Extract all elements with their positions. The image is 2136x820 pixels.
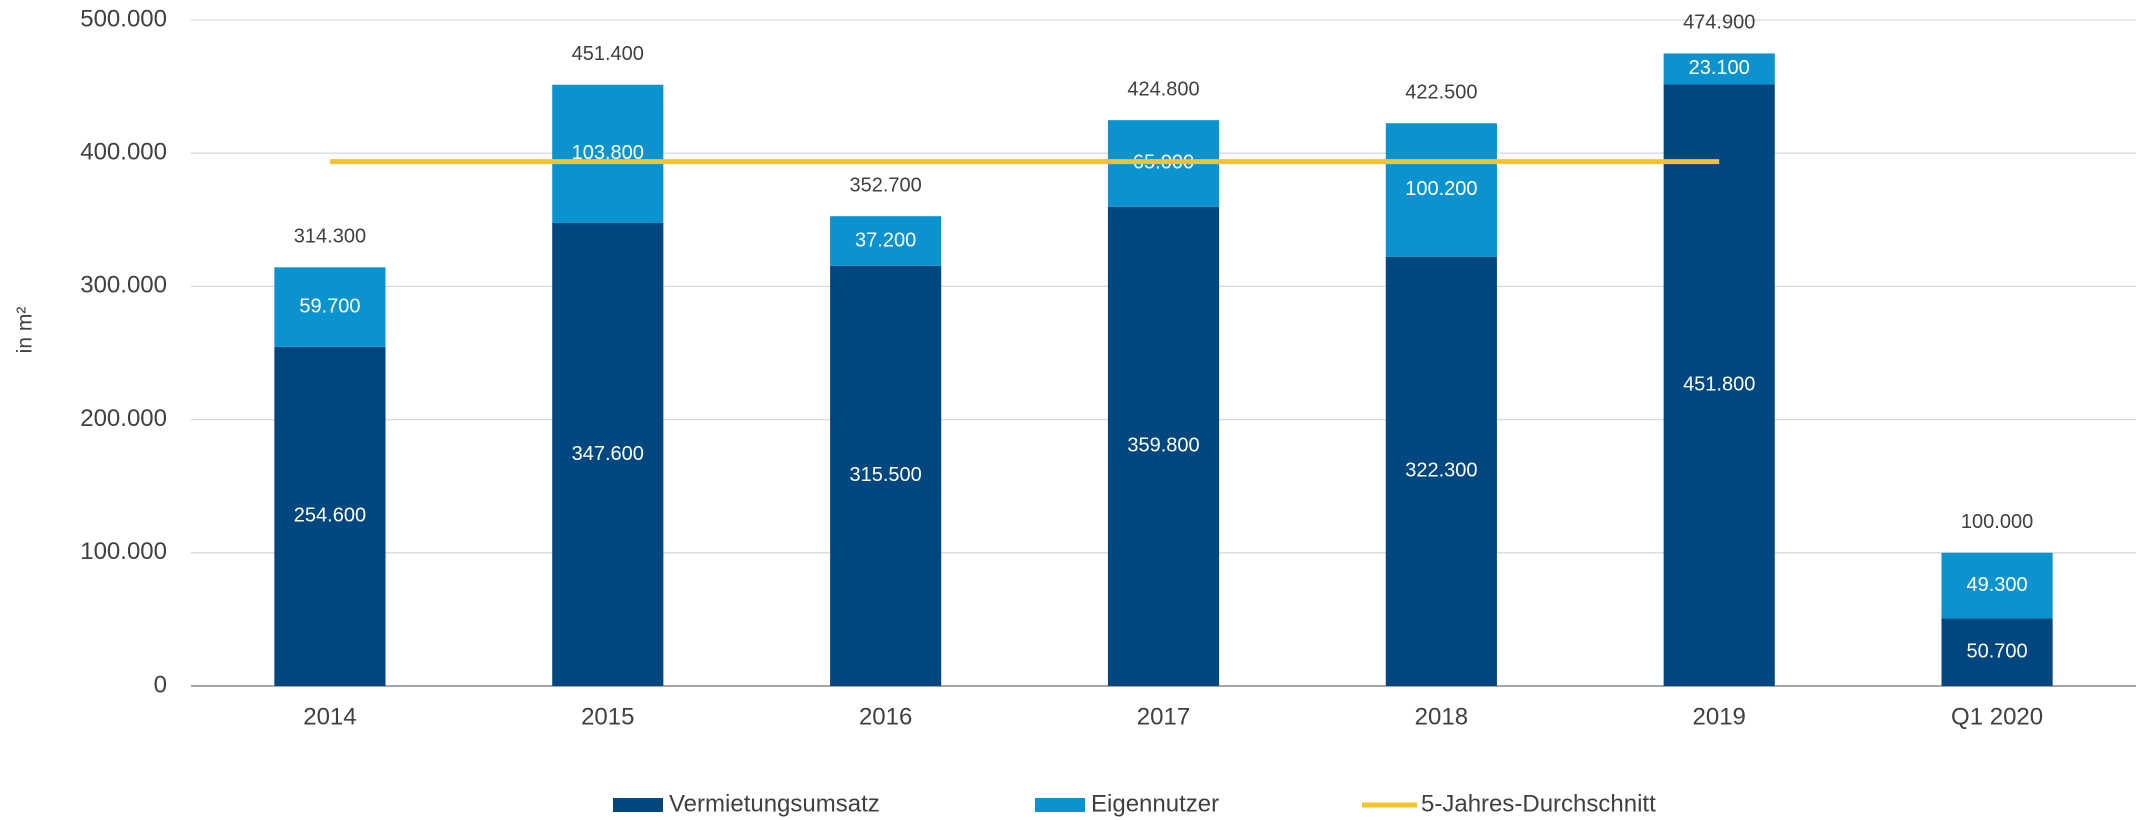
y-axis-label: in m²: [14, 307, 37, 354]
bar-segment: [1385, 123, 1497, 257]
bar-segment: [274, 346, 386, 686]
total-label: 474.900: [1683, 12, 1755, 34]
bar-segment: [1663, 84, 1775, 687]
bar-segment: [1385, 256, 1497, 686]
bar-segment: [1941, 618, 2053, 686]
data-label: 59.700: [299, 295, 360, 317]
x-tick-label: Q1 2020: [1951, 703, 2043, 730]
legend-label: Vermietungsumsatz: [669, 790, 880, 817]
y-tick-label: 200.000: [80, 405, 167, 432]
data-label: 359.800: [1127, 435, 1199, 457]
data-label: 50.700: [1966, 641, 2027, 663]
bar-segment: [274, 267, 386, 347]
y-tick-label: 500.000: [80, 5, 167, 32]
data-label: 49.300: [1966, 574, 2027, 596]
total-label: 314.300: [294, 226, 366, 248]
x-tick-label: 2019: [1693, 703, 1746, 730]
data-label: 451.800: [1683, 373, 1755, 395]
legend-label: Eigennutzer: [1091, 790, 1219, 817]
bar-segment: [830, 216, 942, 266]
bar-segment: [830, 265, 942, 686]
total-label: 100.000: [1961, 511, 2033, 533]
x-tick-label: 2018: [1415, 703, 1468, 730]
legend-label: 5-Jahres-Durchschnitt: [1421, 790, 1656, 817]
data-label: 37.200: [855, 229, 916, 251]
total-label: 352.700: [849, 174, 921, 196]
x-tick-label: 2015: [581, 703, 634, 730]
y-tick-label: 400.000: [80, 139, 167, 166]
data-label: 347.600: [572, 443, 644, 465]
x-tick-label: 2014: [303, 703, 356, 730]
y-tick-label: 300.000: [80, 272, 167, 299]
bar-segment: [552, 84, 664, 223]
x-tick-label: 2017: [1137, 703, 1190, 730]
y-tick-label: 0: [154, 671, 167, 698]
legend-swatch: [1035, 798, 1085, 812]
total-label: 424.800: [1127, 78, 1199, 100]
data-label: 315.500: [849, 464, 921, 486]
total-label: 451.400: [572, 43, 644, 65]
total-label: 422.500: [1405, 82, 1477, 104]
bar-segment: [1941, 552, 2053, 619]
bar-segment: [1107, 206, 1220, 686]
y-tick-label: 100.000: [80, 538, 167, 565]
x-tick-label: 2016: [859, 703, 912, 730]
data-label: 100.200: [1405, 178, 1477, 200]
data-label: 322.300: [1405, 460, 1477, 482]
legend-swatch: [613, 798, 663, 812]
data-label: 103.800: [572, 142, 644, 164]
data-label: 254.600: [294, 505, 366, 527]
bar-segment: [1663, 53, 1775, 85]
bar-segment: [552, 222, 664, 686]
data-label: 23.100: [1689, 57, 1750, 79]
